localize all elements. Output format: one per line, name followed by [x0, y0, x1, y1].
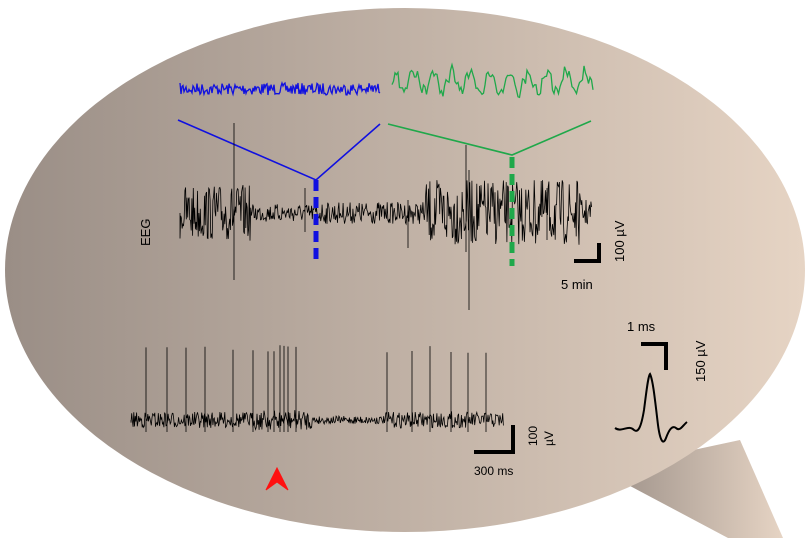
unit-scale-amp-value: 100: [526, 426, 540, 446]
unit-scale-amp-unit: µV: [542, 431, 556, 446]
eeg-scale-time: 5 min: [561, 277, 593, 292]
unit-scale-bar: [474, 425, 515, 454]
spike-waveform: [614, 372, 688, 443]
eeg-label: EEG: [138, 219, 153, 246]
eeg-trace: [179, 123, 592, 310]
stimulus-arrow-icon: [265, 466, 289, 491]
unit-scale-time: 300 ms: [474, 464, 513, 478]
eeg-scale-amp: 100 µV: [612, 220, 627, 262]
low-state-zoom-trace: [179, 81, 381, 97]
waveform-scale-time: 1 ms: [627, 319, 656, 334]
high-state-zoom-trace: [391, 62, 594, 99]
waveform-scale-amp: 150 µV: [693, 340, 708, 382]
waveform-scale-bar: [641, 342, 668, 370]
eeg-scale-bar: [574, 243, 601, 263]
speech-bubble-body: [5, 8, 805, 532]
high-state-connector: [387, 120, 592, 156]
unit-recording-trace: [130, 345, 504, 432]
